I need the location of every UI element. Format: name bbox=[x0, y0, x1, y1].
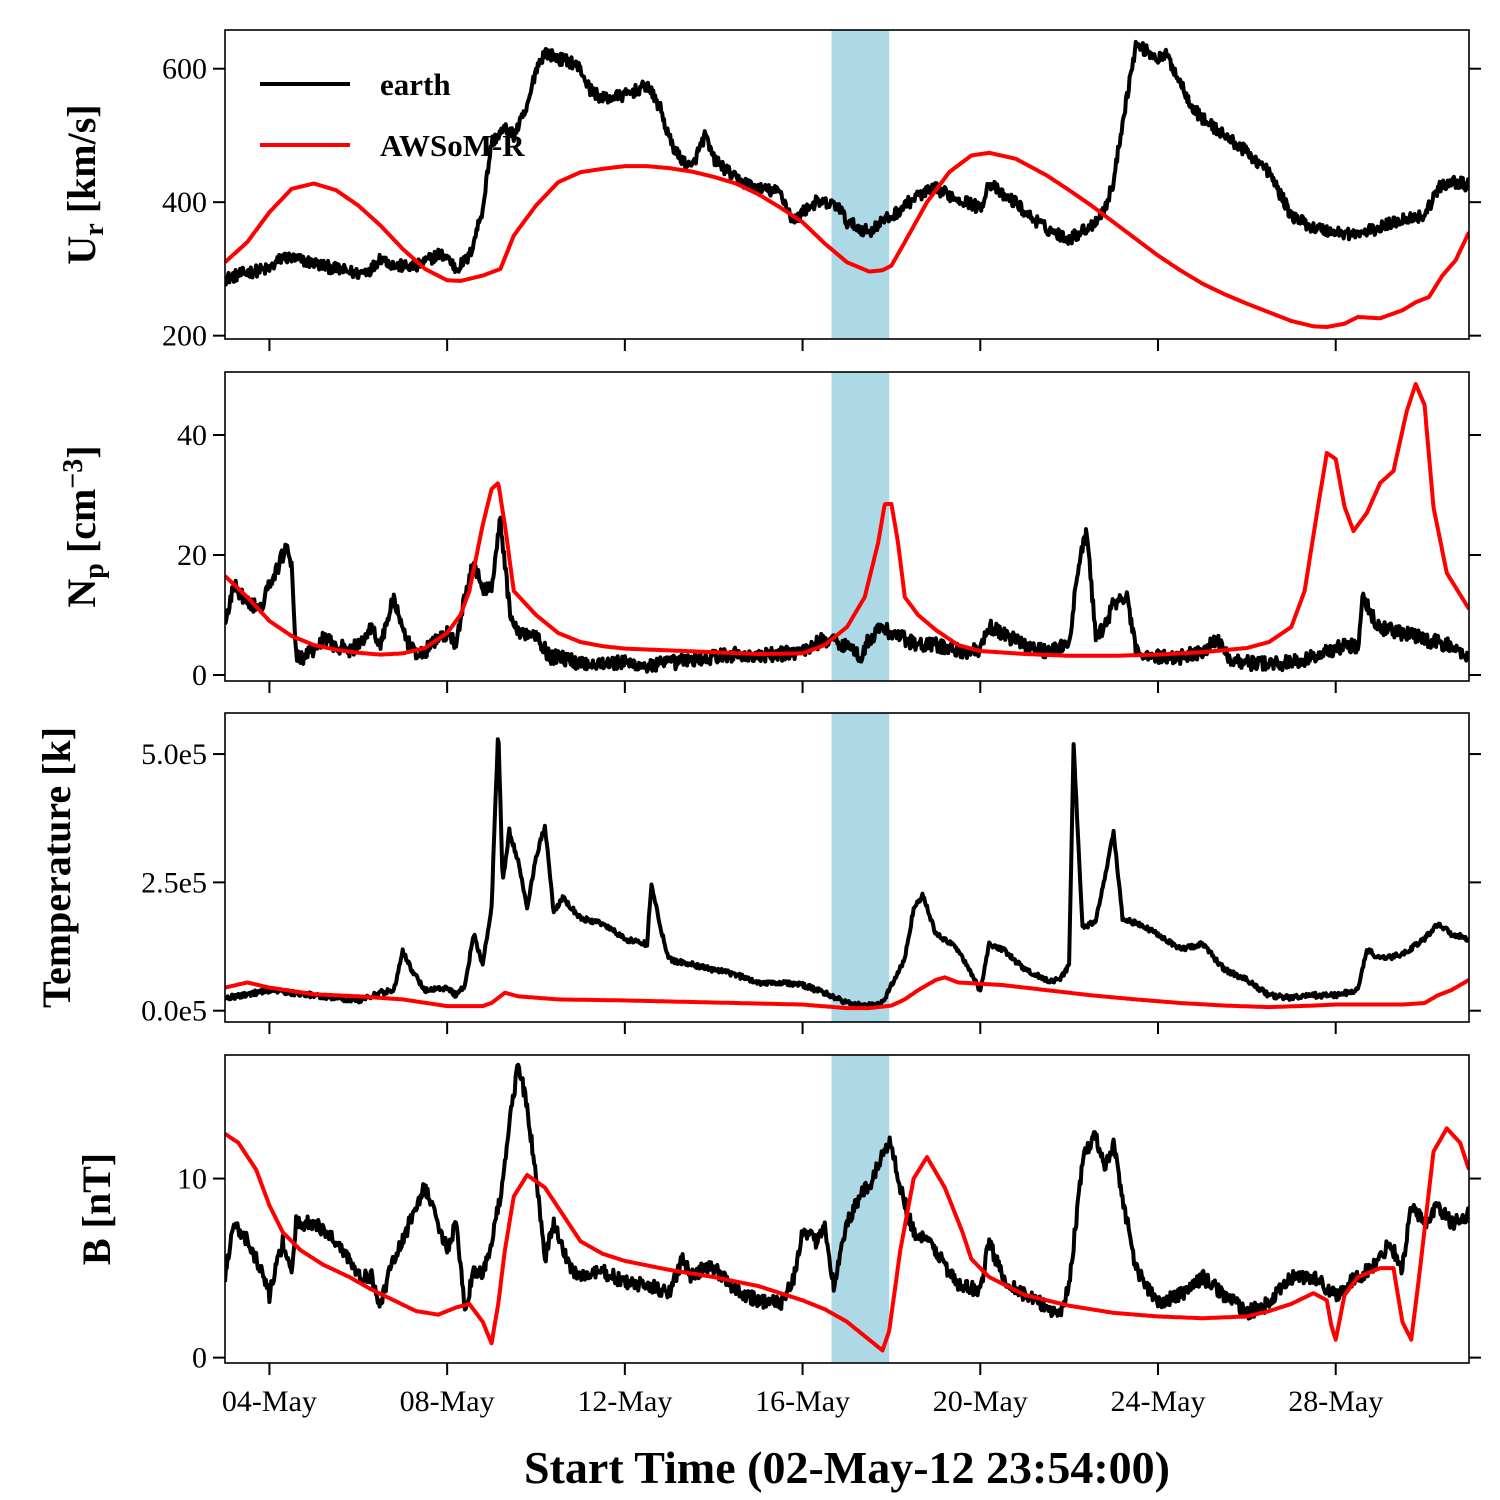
x-tick-label: 28-May bbox=[1288, 1385, 1383, 1418]
series-awsom-r-np bbox=[225, 382, 1469, 658]
axes-frame-b bbox=[224, 1054, 1470, 1364]
y-tick-label: 0.0e5 bbox=[141, 995, 207, 1028]
legend-label-awsom-r: AWSoM-R bbox=[380, 128, 525, 163]
y-tick-label: 0 bbox=[192, 659, 207, 692]
legend-label-earth: earth bbox=[380, 67, 451, 102]
y-axis-label-temp: Temperature [k] bbox=[34, 727, 79, 1008]
highlight-band-temp bbox=[831, 713, 890, 1022]
series-earth-temp bbox=[225, 737, 1469, 1010]
y-tick-label: 200 bbox=[162, 320, 207, 353]
series-earth-b bbox=[225, 1062, 1469, 1321]
x-axis-label: Start Time (02-May-12 23:54:00) bbox=[524, 1442, 1170, 1493]
y-tick-label: 20 bbox=[177, 539, 207, 572]
x-tick-label: 16-May bbox=[755, 1385, 850, 1418]
y-tick-label: 40 bbox=[177, 419, 207, 452]
y-tick-label: 600 bbox=[162, 53, 207, 86]
panel-np: 0 20 40 Np [cm−3] bbox=[58, 371, 1481, 693]
axes-frame-ur bbox=[224, 29, 1470, 340]
y-axis-label-np: Np [cm−3] bbox=[58, 445, 109, 607]
highlight-band-ur bbox=[831, 30, 890, 339]
legend: earth AWSoM-R bbox=[260, 67, 525, 163]
series-awsom-r-temp bbox=[225, 975, 1469, 1011]
y-axis-label-ur: Ur [km/s] bbox=[59, 104, 110, 264]
panel-temp: 0.0e5 2.5e5 5.0e5 Temperature [k] bbox=[34, 712, 1481, 1034]
x-tick-label: 04-May bbox=[222, 1385, 317, 1418]
axes-frame-np bbox=[224, 371, 1470, 682]
y-tick-label: 2.5e5 bbox=[141, 866, 207, 899]
y-tick-label: 400 bbox=[162, 186, 207, 219]
panels-group: 200 400 600 Ur [km/s] 0 20 40 Np [cm−3] 0.0e5 2.5… bbox=[34, 29, 1481, 1418]
panel-b: 0 10 04-May 08-May 12-May 16-May 20-May 24-May 2… bbox=[74, 1054, 1481, 1418]
x-tick-label: 20-May bbox=[933, 1385, 1028, 1418]
series-awsom-r-b bbox=[225, 1126, 1469, 1353]
x-tick-label: 08-May bbox=[400, 1385, 495, 1418]
y-tick-label: 10 bbox=[177, 1163, 207, 1196]
y-tick-label: 0 bbox=[192, 1342, 207, 1375]
series-earth-ur bbox=[225, 39, 1469, 287]
y-axis-label-b: B [nT] bbox=[74, 1153, 119, 1265]
x-tick-label: 24-May bbox=[1111, 1385, 1206, 1418]
panel-ur: 200 400 600 Ur [km/s] bbox=[59, 29, 1481, 353]
series-awsom-r-ur bbox=[225, 150, 1469, 329]
highlight-band-b bbox=[831, 1055, 890, 1363]
x-tick-label: 12-May bbox=[577, 1385, 672, 1418]
axes-frame-temp bbox=[224, 712, 1470, 1023]
y-tick-label: 5.0e5 bbox=[141, 738, 207, 771]
